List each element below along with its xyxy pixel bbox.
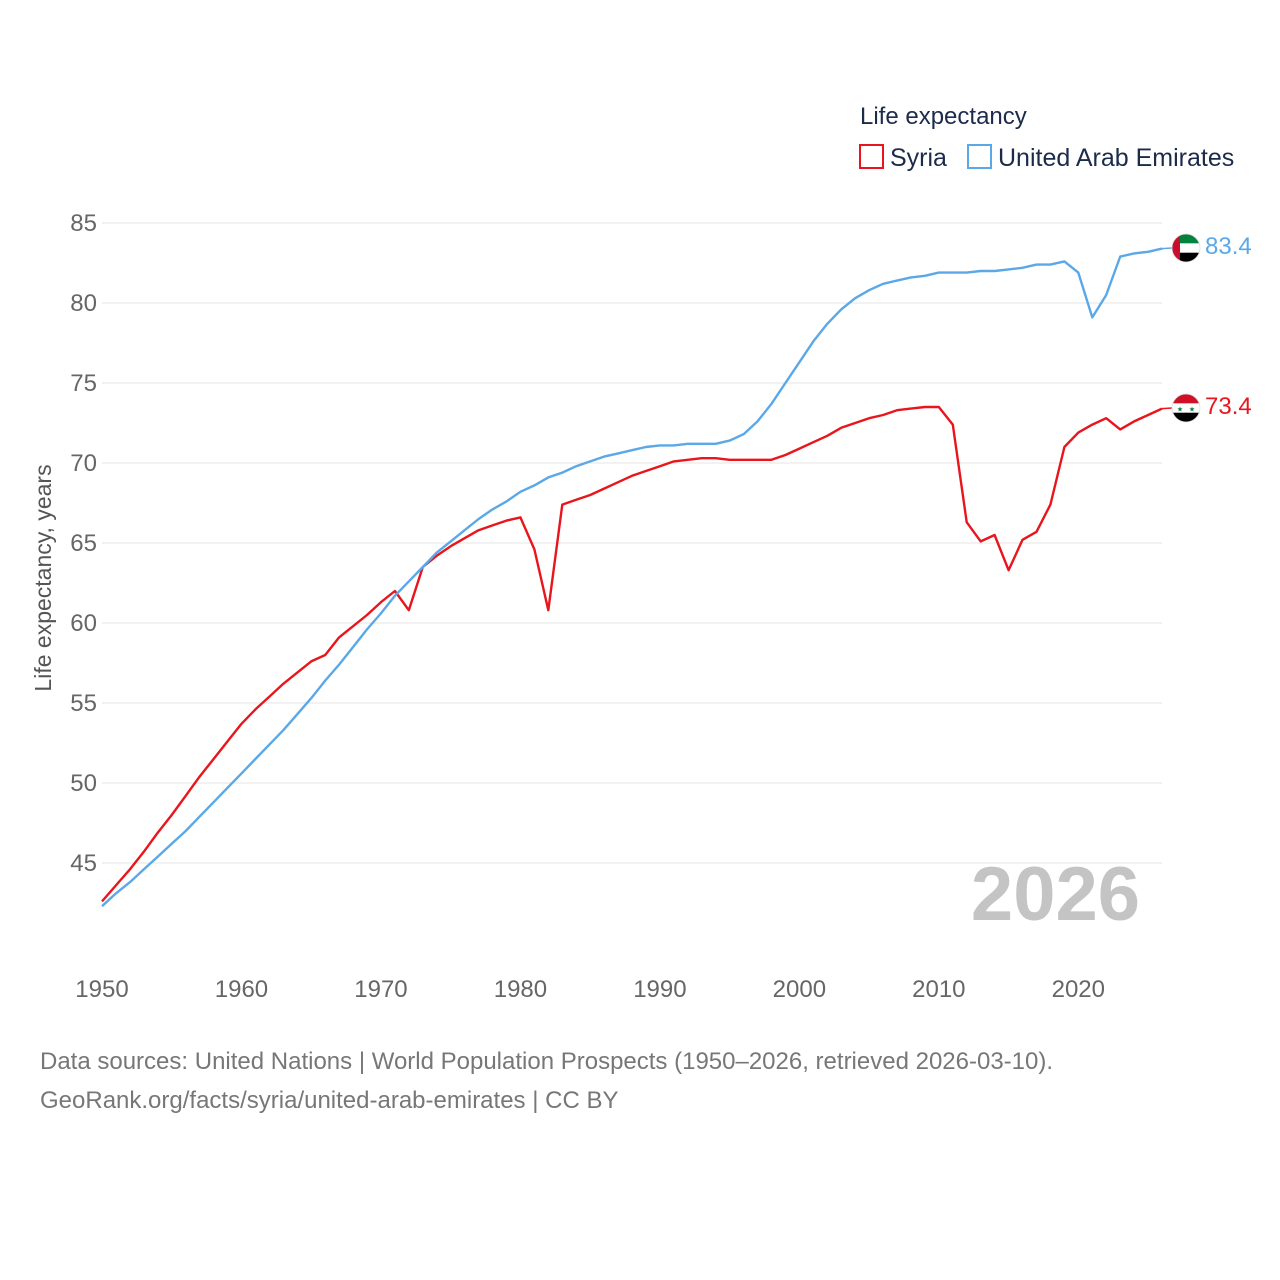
y-tick-label: 80 [70,290,97,317]
syria-flag-icon: ★ ★ [1171,393,1201,423]
x-tick-label: 2020 [1052,976,1105,1003]
y-tick-label: 45 [70,850,97,877]
x-tick-label: 1970 [354,976,407,1003]
y-tick-label: 50 [70,770,97,797]
connector-syria [1161,407,1173,410]
svg-text:★: ★ [1177,406,1183,414]
sources-line-1: Data sources: United Nations | World Pop… [40,1048,1054,1075]
svg-text:★: ★ [1189,406,1195,414]
legend: Life expectancy Syria United Arab Emirat… [859,103,1234,172]
data-sources: Data sources: United Nations | World Pop… [40,1042,1240,1120]
x-tick-label: 1960 [215,976,268,1003]
legend-label-uae: United Arab Emirates [998,144,1234,172]
uae-end-value: 83.4 [1205,233,1252,260]
y-tick-label: 65 [70,530,97,557]
x-tick-label: 1950 [75,976,128,1003]
legend-item-uae[interactable]: United Arab Emirates [967,144,1234,172]
y-tick-label: 55 [70,690,97,717]
legend-swatch-syria [859,144,884,169]
legend-item-syria[interactable]: Syria [859,144,947,172]
y-axis-ticks: 45 50 55 60 65 70 75 80 85 [70,210,97,877]
y-axis-title: Life expectancy, years [30,464,56,691]
x-axis-ticks: 1950 1960 1970 1980 1990 2000 2010 2020 [75,976,1105,1003]
x-tick-label: 1980 [494,976,547,1003]
series-line-syria [101,405,1163,903]
x-tick-label: 2010 [912,976,965,1003]
uae-flag-icon [1171,233,1201,263]
y-tick-label: 75 [70,370,97,397]
sources-line-2: GeoRank.org/facts/syria/united-arab-emir… [40,1087,619,1114]
y-tick-label: 85 [70,210,97,237]
life-expectancy-chart: 45 50 55 60 65 70 75 80 85 1950 1960 1970 1980 1990 2… [30,103,1252,1003]
x-tick-label: 2000 [773,976,826,1003]
legend-title: Life expectancy [860,103,1027,130]
series-line-uae [101,247,1163,908]
gridlines [102,222,1162,864]
x-tick-label: 1990 [633,976,686,1003]
legend-label-syria: Syria [890,144,947,172]
syria-end-value: 73.4 [1205,393,1252,420]
y-tick-label: 60 [70,610,97,637]
y-tick-label: 70 [70,450,97,477]
year-label: 2026 [971,852,1140,937]
legend-swatch-uae [967,144,992,169]
connector-uae [1161,247,1173,250]
series-lines [101,247,1173,908]
